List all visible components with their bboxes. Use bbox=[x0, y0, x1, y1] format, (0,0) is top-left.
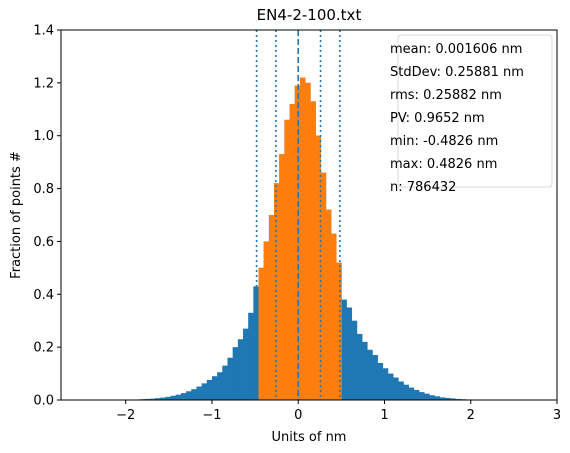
histogram-bar bbox=[149, 398, 156, 400]
histogram-bar-highlight bbox=[279, 154, 285, 400]
histogram-bar bbox=[367, 349, 373, 400]
y-tick-label: 1.0 bbox=[33, 129, 54, 144]
histogram-bar bbox=[418, 392, 425, 400]
y-tick-label: 0.0 bbox=[33, 394, 54, 409]
histogram-bar bbox=[429, 395, 435, 400]
histogram-bar bbox=[206, 379, 213, 400]
histogram-bar-highlight bbox=[299, 77, 306, 401]
x-axis-label: Units of nm bbox=[272, 430, 347, 445]
legend-box bbox=[397, 34, 553, 188]
histogram-bar bbox=[232, 347, 239, 400]
histogram-bar bbox=[382, 368, 389, 400]
histogram-bar-highlight bbox=[284, 119, 290, 400]
histogram-bar-highlight bbox=[305, 82, 311, 400]
histogram-bar bbox=[175, 394, 182, 400]
x-tick-label: −2 bbox=[116, 408, 135, 423]
histogram-bar bbox=[455, 398, 461, 400]
histogram-bar bbox=[144, 398, 151, 400]
histogram-bar bbox=[362, 341, 368, 400]
histogram-bar bbox=[155, 398, 161, 400]
histogram-bar bbox=[413, 389, 420, 400]
y-tick-label: 0.8 bbox=[33, 182, 54, 197]
histogram-bar bbox=[351, 320, 358, 400]
histogram-bar bbox=[237, 339, 244, 400]
histogram-bar bbox=[403, 384, 409, 400]
histogram-bar bbox=[248, 312, 254, 400]
histogram-bar bbox=[424, 393, 430, 400]
histogram-bar-highlight bbox=[336, 262, 342, 400]
histogram-bar-highlight bbox=[263, 241, 270, 400]
histogram-bar bbox=[398, 381, 404, 400]
x-tick-label: 1 bbox=[380, 408, 388, 423]
histogram-bar bbox=[372, 355, 378, 400]
histogram-bar bbox=[217, 372, 223, 400]
chart-title: EN4-2-100.txt bbox=[257, 6, 362, 24]
histogram-bar bbox=[165, 396, 171, 400]
stat-rms: rms: 0.25882 nm bbox=[390, 88, 502, 103]
y-tick-label: 0.4 bbox=[33, 288, 54, 303]
histogram-bar bbox=[191, 389, 197, 400]
histogram-bar bbox=[444, 397, 451, 400]
y-tick-label: 1.2 bbox=[33, 76, 54, 91]
stat-mean: mean: 0.001606 nm bbox=[390, 42, 522, 57]
reference-lines bbox=[255, 30, 341, 400]
stat-stddev: StdDev: 0.25881 nm bbox=[390, 65, 524, 80]
stats-legend: mean: 0.001606 nm StdDev: 0.25881 nm rms… bbox=[390, 34, 553, 195]
histogram-bar-highlight bbox=[320, 172, 327, 400]
x-tick-label: −1 bbox=[202, 408, 221, 423]
histogram-bar bbox=[341, 299, 347, 400]
histogram-bar bbox=[356, 333, 363, 400]
histogram-bar bbox=[346, 307, 353, 400]
histogram-bar bbox=[377, 363, 384, 400]
bars-highlight bbox=[258, 77, 342, 401]
histogram-bar-highlight bbox=[268, 215, 275, 400]
histogram-bar-highlight bbox=[310, 101, 316, 400]
histogram-bar bbox=[253, 286, 259, 400]
stat-max: max: 0.4826 nm bbox=[390, 157, 497, 172]
histogram-bar bbox=[393, 377, 399, 400]
stat-pv: PV: 0.9652 nm bbox=[390, 111, 485, 126]
histogram-bar-highlight bbox=[330, 233, 337, 400]
y-tick-label: 1.4 bbox=[33, 24, 54, 39]
histogram-bar bbox=[408, 387, 415, 400]
histogram-bar-highlight bbox=[289, 104, 296, 400]
histogram-bar bbox=[387, 373, 394, 400]
stat-min: min: -0.4826 nm bbox=[390, 134, 498, 149]
histogram-bar bbox=[439, 397, 446, 400]
x-tick-label: 2 bbox=[467, 408, 475, 423]
histogram-bar bbox=[180, 393, 187, 400]
y-tick-label: 0.6 bbox=[33, 235, 54, 250]
histogram-bar bbox=[243, 328, 249, 400]
histogram-bar-highlight bbox=[258, 267, 265, 400]
histogram-bar bbox=[211, 376, 218, 400]
histogram-bar bbox=[186, 391, 192, 400]
x-axis: −2 −1 0 1 2 3 bbox=[116, 400, 561, 423]
y-tick-label: 0.2 bbox=[33, 341, 54, 356]
histogram-bar bbox=[170, 395, 177, 400]
histogram-bar bbox=[160, 397, 166, 400]
histogram-bar bbox=[222, 365, 228, 400]
histogram-bar-highlight bbox=[274, 183, 280, 400]
y-axis-label: Fraction of points # bbox=[9, 151, 24, 279]
histogram-bar bbox=[434, 396, 441, 400]
histogram-bar bbox=[196, 386, 202, 400]
histogram-bar bbox=[450, 398, 456, 400]
histogram-bar bbox=[227, 357, 234, 400]
histogram-bar-highlight bbox=[325, 209, 332, 400]
plot-frame bbox=[60, 29, 558, 401]
x-tick-label: 0 bbox=[294, 408, 302, 423]
histogram-bar-highlight bbox=[315, 135, 321, 400]
y-axis: 0.0 0.2 0.4 0.6 0.8 1.0 1.2 1.4 bbox=[33, 24, 61, 409]
histogram-bar bbox=[201, 383, 208, 400]
stat-n: n: 786432 bbox=[390, 180, 456, 195]
x-tick-label: 3 bbox=[553, 408, 561, 423]
